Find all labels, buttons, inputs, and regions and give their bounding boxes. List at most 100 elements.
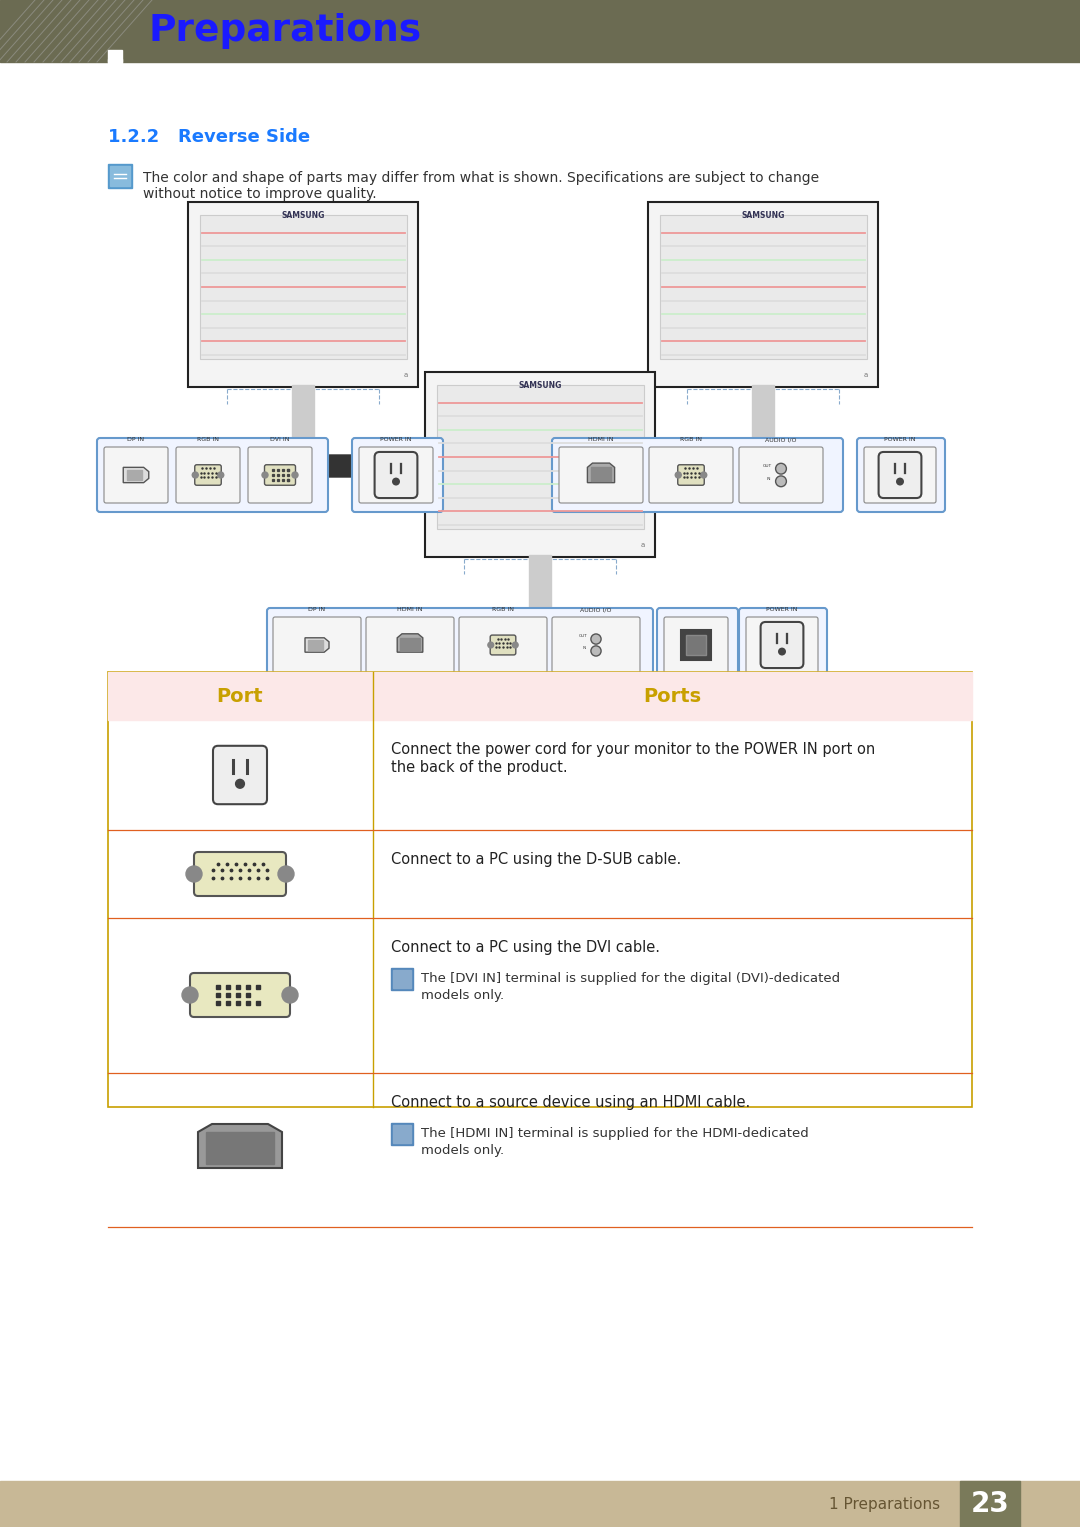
Circle shape [186, 866, 202, 883]
Circle shape [183, 986, 198, 1003]
Bar [752, 385, 774, 457]
FancyBboxPatch shape [104, 447, 168, 502]
FancyBboxPatch shape [194, 464, 221, 486]
Text: IN: IN [583, 646, 588, 651]
Text: AUDIO I/O: AUDIO I/O [766, 437, 797, 441]
Text: a: a [864, 373, 868, 379]
FancyBboxPatch shape [267, 608, 653, 683]
Text: 1 Preparations: 1 Preparations [828, 1496, 940, 1512]
Bar [108, 60, 122, 64]
Text: DVI IN: DVI IN [270, 437, 289, 441]
Text: The color and shape of parts may differ from what is shown. Specifications are s: The color and shape of parts may differ … [143, 171, 819, 185]
Text: The [HDMI IN] terminal is supplied for the HDMI-dedicated: The [HDMI IN] terminal is supplied for t… [421, 1127, 809, 1141]
FancyBboxPatch shape [366, 617, 454, 673]
FancyBboxPatch shape [664, 617, 728, 673]
Bar [126, 470, 141, 479]
Text: the back of the product.: the back of the product. [391, 760, 568, 776]
Text: 1.2.2   Reverse Side: 1.2.2 Reverse Side [108, 128, 310, 147]
Circle shape [393, 478, 400, 486]
Polygon shape [305, 638, 329, 652]
Text: SAMSUNG: SAMSUNG [741, 212, 785, 220]
Bar [391, 1122, 413, 1145]
Bar [206, 1132, 274, 1164]
FancyBboxPatch shape [97, 438, 328, 512]
FancyBboxPatch shape [246, 455, 360, 476]
Bar [188, 202, 418, 386]
Text: RGB IN: RGB IN [197, 437, 219, 441]
FancyBboxPatch shape [559, 447, 643, 502]
Text: AUDIO I/O: AUDIO I/O [580, 608, 611, 612]
FancyBboxPatch shape [265, 464, 296, 486]
Circle shape [488, 643, 494, 647]
Text: models only.: models only. [421, 1144, 504, 1157]
Bar [686, 635, 706, 655]
Bar [308, 640, 323, 651]
Bar [108, 50, 122, 63]
Bar [0, 0, 1080, 63]
FancyBboxPatch shape [879, 452, 921, 498]
Bar [426, 373, 654, 557]
FancyBboxPatch shape [483, 625, 597, 647]
Circle shape [278, 866, 294, 883]
Text: SAMSUNG: SAMSUNG [281, 212, 325, 220]
Circle shape [591, 646, 602, 657]
Text: Connect to a PC using the D-SUB cable.: Connect to a PC using the D-SUB cable. [391, 852, 681, 867]
Bar [110, 166, 130, 186]
Text: DP IN: DP IN [309, 608, 325, 612]
Text: a: a [404, 373, 408, 379]
Bar [108, 672, 972, 1107]
Polygon shape [123, 467, 149, 483]
Circle shape [262, 472, 268, 478]
Text: IN: IN [767, 476, 771, 481]
Bar [437, 385, 644, 528]
Text: Port: Port [217, 687, 264, 705]
Bar [401, 638, 420, 651]
Text: Preparations: Preparations [148, 14, 421, 49]
Bar [660, 215, 867, 359]
Circle shape [218, 472, 224, 478]
Text: RGB IN: RGB IN [680, 437, 702, 441]
FancyBboxPatch shape [176, 447, 240, 502]
FancyBboxPatch shape [194, 852, 286, 896]
Text: a: a [640, 542, 645, 548]
Bar [529, 554, 551, 628]
Bar [391, 968, 413, 989]
Text: POWER IN: POWER IN [380, 437, 411, 441]
Circle shape [512, 643, 518, 647]
FancyBboxPatch shape [375, 452, 417, 498]
Bar [681, 631, 711, 660]
Bar [108, 672, 972, 721]
FancyBboxPatch shape [190, 973, 291, 1017]
Bar [108, 163, 132, 188]
Text: Connect the power cord for your monitor to the POWER IN port on: Connect the power cord for your monitor … [391, 742, 875, 757]
Bar [292, 385, 314, 457]
FancyBboxPatch shape [739, 608, 827, 683]
Text: POWER IN: POWER IN [766, 608, 798, 612]
Circle shape [775, 476, 786, 487]
Text: OUT: OUT [579, 634, 588, 638]
Polygon shape [588, 463, 615, 483]
Circle shape [779, 649, 785, 655]
FancyBboxPatch shape [213, 745, 267, 805]
Text: HDMI IN: HDMI IN [589, 437, 613, 441]
FancyBboxPatch shape [273, 617, 361, 673]
Text: models only.: models only. [421, 989, 504, 1002]
Text: DP IN: DP IN [127, 437, 145, 441]
Text: RGB IN: RGB IN [492, 608, 514, 612]
FancyBboxPatch shape [552, 617, 640, 673]
Circle shape [775, 463, 786, 473]
FancyBboxPatch shape [649, 447, 733, 502]
Circle shape [896, 478, 903, 486]
Circle shape [701, 472, 706, 478]
FancyBboxPatch shape [760, 621, 804, 667]
FancyBboxPatch shape [248, 447, 312, 502]
Bar [393, 970, 411, 988]
FancyBboxPatch shape [864, 447, 936, 502]
FancyBboxPatch shape [352, 438, 443, 512]
Text: The [DVI IN] terminal is supplied for the digital (DVI)-dedicated: The [DVI IN] terminal is supplied for th… [421, 973, 840, 985]
Bar [960, 1481, 1020, 1527]
FancyBboxPatch shape [657, 608, 738, 683]
Circle shape [675, 472, 681, 478]
Text: SAMSUNG: SAMSUNG [518, 382, 562, 391]
Text: without notice to improve quality.: without notice to improve quality. [143, 186, 377, 202]
